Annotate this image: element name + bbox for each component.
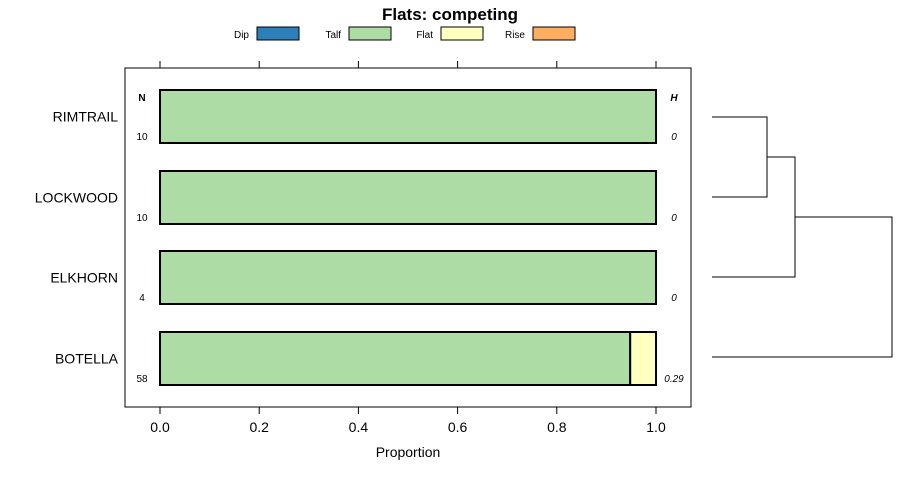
x-tick-label: 0.0 [150, 419, 170, 435]
category-label-lockwood: LOCKWOOD [35, 190, 118, 206]
legend-label-flat: Flat [416, 30, 433, 41]
legend-swatch-dip [256, 26, 300, 41]
legend-label-dip: Dip [234, 30, 249, 41]
h-value-elkhorn: 0 [671, 293, 677, 304]
bar-rimtrail-talf [159, 89, 657, 144]
dendrogram-branch-3 [712, 216, 893, 358]
bars [159, 89, 658, 386]
x-tick-label: 1.0 [646, 419, 666, 435]
x-tick-label: 0.4 [349, 419, 369, 435]
n-value-lockwood: 10 [136, 213, 148, 224]
category-label-elkhorn: ELKHORN [50, 270, 118, 286]
n-value-botella: 58 [136, 374, 148, 385]
legend-label-rise: Rise [505, 30, 525, 41]
row-labels: RIMTRAIL 10 0 LOCKWOOD 10 0 ELKHORN 4 0 BOTELLA 58… [35, 109, 684, 386]
category-label-botella: BOTELLA [55, 351, 119, 367]
n-value-elkhorn: 4 [139, 293, 145, 304]
n-header: N [138, 93, 145, 104]
legend-label-talf: Talf [325, 30, 341, 41]
category-label-rimtrail: RIMTRAIL [53, 109, 119, 125]
h-value-botella: 0.29 [664, 374, 684, 385]
n-value-rimtrail: 10 [136, 132, 148, 143]
dendrogram [712, 116, 893, 358]
x-tick-label: 0.2 [249, 419, 269, 435]
bar-botella-talf [159, 331, 632, 386]
x-tick-label: 0.6 [448, 419, 468, 435]
legend-swatch-flat [440, 26, 484, 41]
bar-lockwood-talf [159, 170, 657, 225]
chart-title: Flats: competing [382, 5, 518, 24]
x-tick-label: 0.8 [547, 419, 567, 435]
h-value-rimtrail: 0 [671, 132, 677, 143]
legend-swatch-talf [348, 26, 392, 41]
plot-frame [124, 67, 692, 408]
h-header: H [670, 93, 678, 104]
axis-ticks: 0.0 0.2 0.4 0.6 0.8 1.0 [150, 61, 666, 435]
h-value-lockwood: 0 [671, 213, 677, 224]
x-axis-label: Proportion [376, 444, 441, 460]
dendrogram-branch-1 [712, 116, 768, 198]
dendrogram-branch-2 [712, 156, 796, 278]
bar-botella-flat [629, 331, 658, 386]
legend: Dip Talf Flat Rise [234, 26, 576, 41]
legend-swatch-rise [532, 26, 576, 41]
bar-elkhorn-talf [159, 250, 657, 305]
